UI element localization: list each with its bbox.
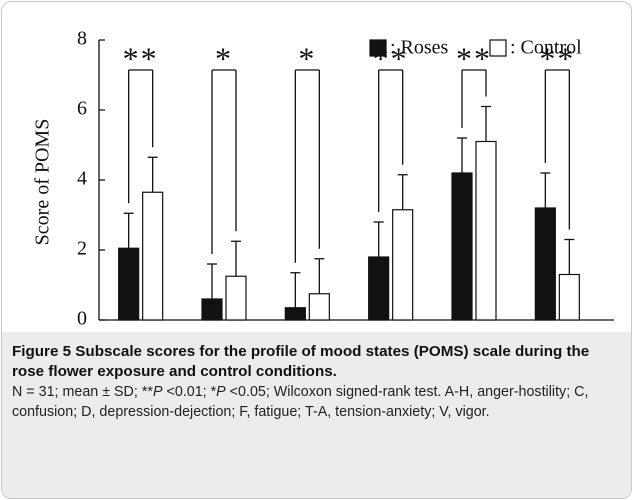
- caption-title: Figure 5 Subscale scores for the profile…: [12, 343, 590, 380]
- legend-label: : Roses: [390, 37, 449, 59]
- bar: [475, 140, 497, 321]
- bar: [201, 298, 223, 321]
- caption-text: N = 31; mean ± SD; **: [12, 384, 153, 400]
- y-tick-label: 2: [77, 238, 87, 260]
- bar: [392, 209, 414, 321]
- x-tick-label: V: [550, 330, 565, 332]
- y-tick-label: 8: [77, 28, 87, 50]
- significance: *: [298, 40, 316, 76]
- bar: [284, 307, 306, 321]
- bar: [534, 207, 556, 321]
- legend-label: : Control: [510, 37, 582, 59]
- significance: *: [215, 40, 233, 76]
- x-tick-label: D: [217, 330, 231, 332]
- x-tick-label: F: [385, 330, 396, 332]
- y-tick-label: 6: [77, 98, 87, 120]
- y-tick-label: 0: [77, 308, 87, 330]
- legend-swatch: [489, 39, 507, 57]
- caption-text: <0.05; Wilcoxon signed-rank test. A-H, a…: [12, 384, 589, 420]
- y-tick-label: 4: [77, 168, 87, 190]
- bar: [142, 191, 164, 321]
- caption: Figure 5 Subscale scores for the profile…: [2, 332, 631, 498]
- caption-text: <0.01; *: [162, 384, 217, 400]
- chart: Score of POMS 02468T-A**D*A-H*F**C**V**:…: [32, 28, 614, 332]
- bar: [558, 273, 580, 321]
- bar: [368, 256, 390, 321]
- x-tick-label: C: [467, 330, 480, 332]
- x-tick-label: T-A: [125, 330, 157, 332]
- caption-text: P: [152, 384, 163, 400]
- significance: **: [539, 40, 575, 76]
- significance: **: [123, 40, 159, 76]
- bar: [225, 275, 247, 321]
- significance: **: [456, 40, 492, 76]
- y-axis-label: Score of POMS: [32, 119, 54, 246]
- bar: [118, 247, 140, 321]
- bar: [308, 293, 330, 321]
- bar: [451, 172, 473, 321]
- caption-text: P: [216, 384, 226, 400]
- x-tick-label: A-H: [290, 330, 326, 332]
- legend-swatch: [369, 39, 387, 57]
